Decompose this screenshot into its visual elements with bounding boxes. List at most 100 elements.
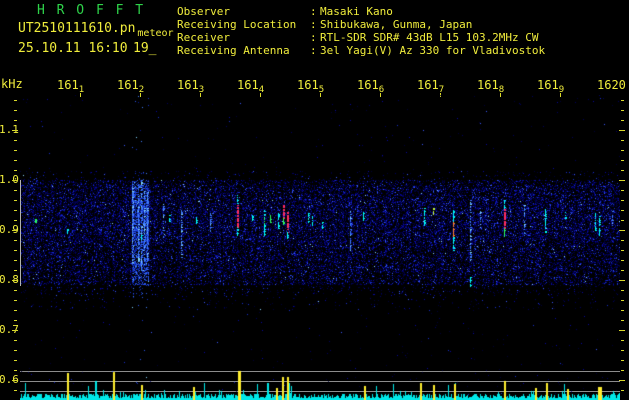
field-label: Observer <box>177 5 230 18</box>
y-axis-label: 0.9 <box>0 223 19 236</box>
y-axis-tick <box>14 120 17 121</box>
y-axis-tick <box>12 380 18 381</box>
y-axis-tick <box>14 100 17 101</box>
y-axis-tick <box>14 340 17 341</box>
y-axis-tick <box>619 230 625 231</box>
x-axis-label: 1614 <box>237 78 265 95</box>
y-axis-tick <box>619 130 625 131</box>
y-axis-label: 1.0 <box>0 173 19 186</box>
x-axis-label: 1617 <box>417 78 445 95</box>
x-axis-label: 1611 <box>57 78 85 95</box>
y-axis-tick <box>14 140 17 141</box>
field-value: Masaki Kano <box>320 5 393 18</box>
app-title: H R O F F T <box>37 3 146 18</box>
y-axis-tick <box>12 230 18 231</box>
y-axis-tick <box>14 240 17 241</box>
y-axis-tick <box>14 150 17 151</box>
y-axis-label: 0.7 <box>0 323 19 336</box>
field-separator: : <box>310 18 317 31</box>
y-axis-tick <box>14 390 17 391</box>
y-axis-tick <box>621 370 624 371</box>
y-axis-tick <box>621 200 624 201</box>
station-info-row: Observer: Masaki Kano <box>177 5 545 18</box>
y-axis-tick <box>619 280 625 281</box>
y-axis-tick <box>619 330 625 331</box>
y-axis-tick <box>14 220 17 221</box>
y-axis-tick <box>12 180 18 181</box>
y-axis-tick <box>621 140 624 141</box>
field-value: Shibukawa, Gunma, Japan <box>320 18 473 31</box>
y-axis-tick <box>621 340 624 341</box>
y-axis-tick <box>621 170 624 171</box>
y-axis-tick <box>14 210 17 211</box>
y-axis-tick <box>621 270 624 271</box>
x-axis-label: 1612 <box>117 78 145 95</box>
y-axis-tick <box>14 350 17 351</box>
y-axis-tick <box>12 130 18 131</box>
y-axis-tick <box>14 270 17 271</box>
y-axis-tick <box>621 220 624 221</box>
x-axis-label: 1620 <box>597 78 626 92</box>
field-separator: : <box>310 5 317 18</box>
y-axis-tick <box>621 190 624 191</box>
y-axis-tick <box>621 120 624 121</box>
station-info-row: Receiver: RTL-SDR SDR# 43dB L15 103.2MHz … <box>177 31 545 44</box>
y-axis-tick <box>621 310 624 311</box>
y-axis-tick <box>621 350 624 351</box>
band-edge-marker-line <box>20 180 21 286</box>
x-axis-label: 1613 <box>177 78 205 95</box>
y-axis-tick <box>14 370 17 371</box>
frame-counter: 19_ <box>133 41 157 56</box>
field-label: Receiving Antenna <box>177 44 290 57</box>
y-axis-tick <box>14 250 17 251</box>
station-info-row: Receiving Location: Shibukawa, Gunma, Jap… <box>177 18 545 31</box>
field-separator: : <box>310 44 317 57</box>
y-axis-tick <box>14 200 17 201</box>
y-axis-unit-label: kHz <box>1 77 23 91</box>
y-axis-label: 1.1 <box>0 123 19 136</box>
y-axis-tick <box>621 390 624 391</box>
y-axis-tick <box>619 380 625 381</box>
spectrogram-canvas <box>20 95 620 400</box>
x-axis-label: 1616 <box>357 78 385 95</box>
y-axis-tick <box>14 310 17 311</box>
field-value: 3el Yagi(V) Az 330 for Vladivostok <box>320 44 546 57</box>
y-axis-tick <box>619 180 625 181</box>
y-axis-tick <box>14 190 17 191</box>
y-axis-tick <box>621 260 624 261</box>
y-axis-tick <box>621 240 624 241</box>
mode-label: meteor <box>137 28 174 39</box>
y-axis-tick <box>621 100 624 101</box>
y-axis-tick <box>14 110 17 111</box>
datetime-text: 25.10.11 16:10 <box>18 41 128 56</box>
field-label: Receiving Location <box>177 18 297 31</box>
x-axis-label: 1615 <box>297 78 325 95</box>
y-axis-tick <box>14 170 17 171</box>
y-axis-tick <box>14 300 17 301</box>
y-axis-tick <box>14 320 17 321</box>
station-info: Observer: Masaki Kano Receiving Location:… <box>177 5 545 57</box>
y-axis-tick <box>621 250 624 251</box>
y-axis-tick <box>621 110 624 111</box>
y-axis-tick <box>621 320 624 321</box>
y-axis-tick <box>12 280 18 281</box>
field-separator: : <box>310 31 317 44</box>
y-axis-tick <box>621 300 624 301</box>
y-axis-tick <box>621 160 624 161</box>
y-axis-tick <box>621 210 624 211</box>
station-info-row: Receiving Antenna:3el Yagi(V) Az 330 for… <box>177 44 545 57</box>
y-axis-tick <box>621 290 624 291</box>
x-axis-label: 1618 <box>477 78 505 95</box>
field-value: RTL-SDR SDR# 43dB L15 103.2MHz CW <box>320 31 539 44</box>
y-axis-tick <box>14 160 17 161</box>
output-filename: UT2510111610.pn <box>18 21 136 36</box>
y-axis-tick <box>14 360 17 361</box>
y-axis-tick <box>14 260 17 261</box>
x-axis-label: 1619 <box>537 78 565 95</box>
field-label: Receiver <box>177 31 230 44</box>
y-axis-tick <box>14 290 17 291</box>
y-axis-tick <box>12 330 18 331</box>
y-axis-label: 0.6 <box>0 373 19 386</box>
y-axis-tick <box>621 360 624 361</box>
